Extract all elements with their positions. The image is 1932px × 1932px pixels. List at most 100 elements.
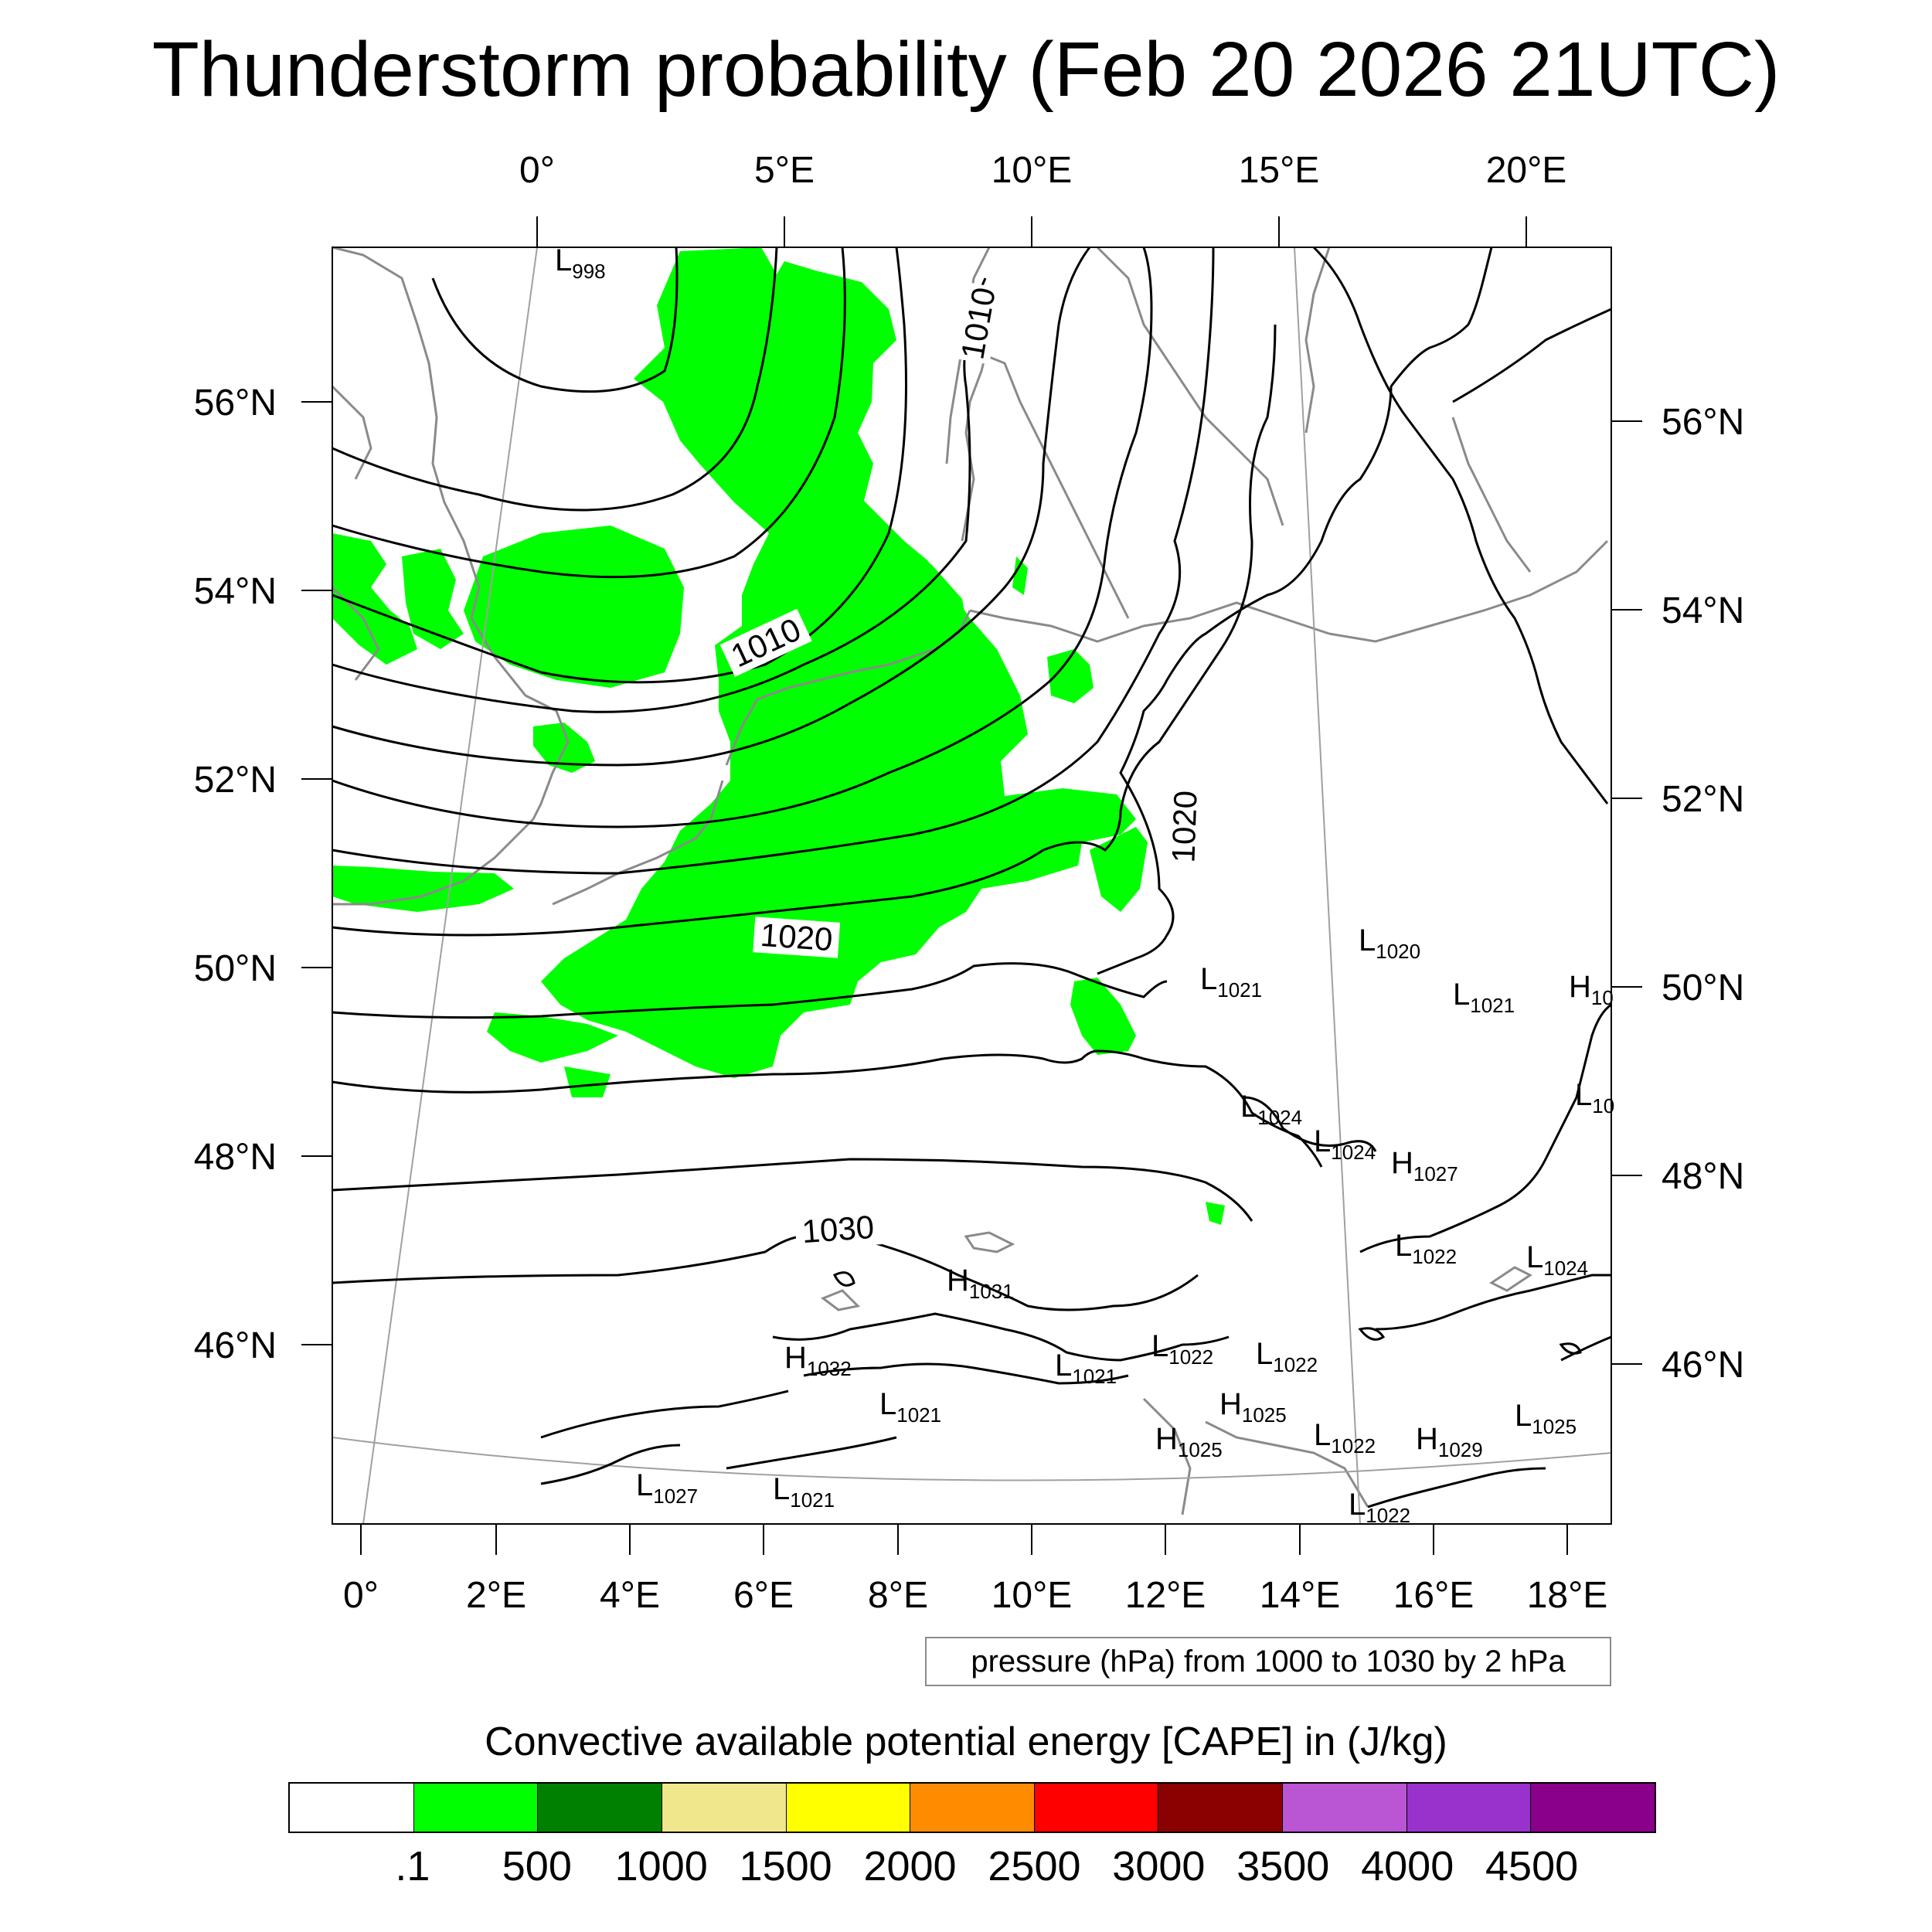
top-label-0: 0° bbox=[519, 150, 555, 191]
left-label-54n: 54°N bbox=[194, 571, 277, 612]
colorbar-label-3: 1500 bbox=[739, 1843, 832, 1889]
cape-area-main bbox=[541, 247, 1136, 1078]
right-label-56n: 56°N bbox=[1662, 402, 1744, 443]
isobar-se-2 bbox=[1375, 1274, 1611, 1331]
cape-area-baltic bbox=[1012, 556, 1028, 595]
colorbar-swatch-10 bbox=[1531, 1784, 1655, 1832]
top-label-20e: 20°E bbox=[1486, 150, 1567, 191]
coast-england-south bbox=[332, 818, 535, 906]
colorbar-swatch-9 bbox=[1406, 1784, 1532, 1832]
coast-wales bbox=[331, 586, 380, 681]
isobar-1020-e bbox=[1452, 308, 1612, 403]
right-label-50n: 50°N bbox=[1662, 968, 1744, 1009]
pressure-center: L1022 bbox=[1349, 1488, 1410, 1527]
colorbar-label-7: 3500 bbox=[1236, 1843, 1330, 1889]
cape-area-bavaria bbox=[1090, 827, 1148, 912]
colorbar-label-9: 4500 bbox=[1485, 1843, 1579, 1889]
bottom-label-0: 0° bbox=[343, 1575, 379, 1616]
colorbar-label-0: .1 bbox=[395, 1843, 430, 1889]
coast-scotland bbox=[332, 246, 481, 619]
right-axis-labels: 56°N 54°N 52°N 50°N 48°N 46°N bbox=[1662, 402, 1744, 1386]
pressure-center: L1025 bbox=[1515, 1399, 1577, 1438]
colorbar-swatch-0 bbox=[290, 1784, 414, 1832]
colorbar-labels: .1 500 1000 1500 2000 2500 3000 3500 4000 4500 bbox=[288, 1842, 1656, 1896]
right-label-52n: 52°N bbox=[1662, 779, 1744, 820]
pressure-center: L1022 bbox=[1314, 1418, 1376, 1458]
isobar-alps-3 bbox=[540, 1389, 789, 1439]
isobar-alps-2 bbox=[803, 1362, 1129, 1385]
colorbar-label-8: 4000 bbox=[1361, 1843, 1454, 1889]
isobar-label-1010-north: 1010 bbox=[954, 284, 1002, 362]
isobar-1002 bbox=[332, 247, 846, 579]
cape-area-czech bbox=[1070, 978, 1136, 1055]
isobar-se-3 bbox=[1560, 1335, 1612, 1362]
cape-area-west bbox=[332, 533, 417, 665]
left-axis bbox=[301, 401, 332, 1345]
colorbar bbox=[288, 1782, 1656, 1833]
isobar-alps-1 bbox=[772, 1312, 1230, 1362]
colorbar-swatch-3 bbox=[662, 1784, 787, 1832]
isobar-1006 bbox=[332, 277, 987, 713]
map-frame bbox=[332, 247, 1612, 1525]
isobar-1020-ne bbox=[1312, 246, 1609, 804]
pressure-center: L1021 bbox=[773, 1472, 835, 1512]
cape-area-france-south bbox=[487, 1012, 618, 1063]
colorbar-swatch-2 bbox=[538, 1784, 662, 1832]
pressure-center: H1032 bbox=[784, 1341, 852, 1380]
bottom-label-10e: 10°E bbox=[992, 1575, 1073, 1616]
pressure-center: L998 bbox=[555, 243, 606, 283]
pressure-center: H1025 bbox=[1219, 1387, 1287, 1427]
right-label-48n: 48°N bbox=[1662, 1156, 1744, 1197]
isobar-1008 bbox=[332, 247, 1091, 767]
coast-italy bbox=[1142, 1397, 1192, 1515]
coast-lake-constance bbox=[820, 1289, 861, 1311]
pressure-center: L1024 bbox=[1314, 1124, 1376, 1164]
graticule bbox=[332, 247, 1612, 1525]
pressure-center: L1022 bbox=[1395, 1229, 1457, 1268]
right-label-46n: 46°N bbox=[1662, 1345, 1744, 1386]
pressure-center: L1021 bbox=[1453, 978, 1515, 1017]
isobar-1018 bbox=[332, 1049, 1323, 1168]
coast-adriatic bbox=[1205, 1420, 1369, 1508]
right-label-54n: 54°N bbox=[1662, 590, 1744, 631]
isobar-south-1 bbox=[726, 1436, 897, 1470]
coast-lake-balaton bbox=[1489, 1266, 1532, 1292]
isobar-ring-2 bbox=[1358, 1327, 1386, 1341]
map-title: Thunderstorm probability (Feb 20 2026 21… bbox=[151, 26, 1781, 113]
colorbar-swatch-6 bbox=[1034, 1784, 1159, 1832]
coast-denmark-east bbox=[985, 354, 1130, 619]
isobar-1030 bbox=[849, 1235, 1199, 1311]
left-label-56n: 56°N bbox=[194, 383, 277, 423]
colorbar-swatch-8 bbox=[1283, 1784, 1407, 1832]
isobar-1014 bbox=[332, 324, 1277, 937]
colorbar-label-4: 2000 bbox=[863, 1843, 957, 1889]
left-label-50n: 50°N bbox=[194, 948, 277, 989]
cape-area-england bbox=[464, 526, 684, 688]
colorbar-swatch-1 bbox=[413, 1784, 539, 1832]
left-label-46n: 46°N bbox=[194, 1325, 277, 1366]
colorbar-swatch-7 bbox=[1158, 1784, 1284, 1832]
coast-belgium-france bbox=[552, 780, 724, 906]
isobars bbox=[332, 246, 1612, 1509]
top-label-15e: 15°E bbox=[1239, 150, 1320, 191]
bottom-label-18e: 18°E bbox=[1527, 1575, 1608, 1616]
isobar-1028 bbox=[332, 1235, 804, 1284]
isobar-1024 bbox=[332, 1158, 1253, 1222]
colorbar-swatch-4 bbox=[786, 1784, 911, 1832]
top-axis bbox=[536, 216, 1527, 247]
right-axis bbox=[1611, 420, 1642, 1365]
bottom-label-4e: 4°E bbox=[600, 1575, 660, 1616]
bottom-label-16e: 16°E bbox=[1393, 1575, 1475, 1616]
coast-sweden bbox=[1096, 246, 1284, 526]
bottom-axis bbox=[360, 1524, 1568, 1555]
meridian-15e bbox=[1294, 247, 1361, 1525]
isobar-ring-1 bbox=[832, 1271, 855, 1287]
isobar-1000 bbox=[332, 247, 778, 512]
parallel-45n bbox=[332, 1437, 1612, 1481]
isobar-labels: 1010 1010 1020 1020 1030 bbox=[719, 282, 1204, 1250]
bottom-label-14e: 14°E bbox=[1260, 1575, 1341, 1616]
coast-lake-geneva bbox=[964, 1231, 1015, 1253]
pressure-center: H1031 bbox=[947, 1264, 1014, 1303]
left-label-48n: 48°N bbox=[194, 1137, 277, 1178]
